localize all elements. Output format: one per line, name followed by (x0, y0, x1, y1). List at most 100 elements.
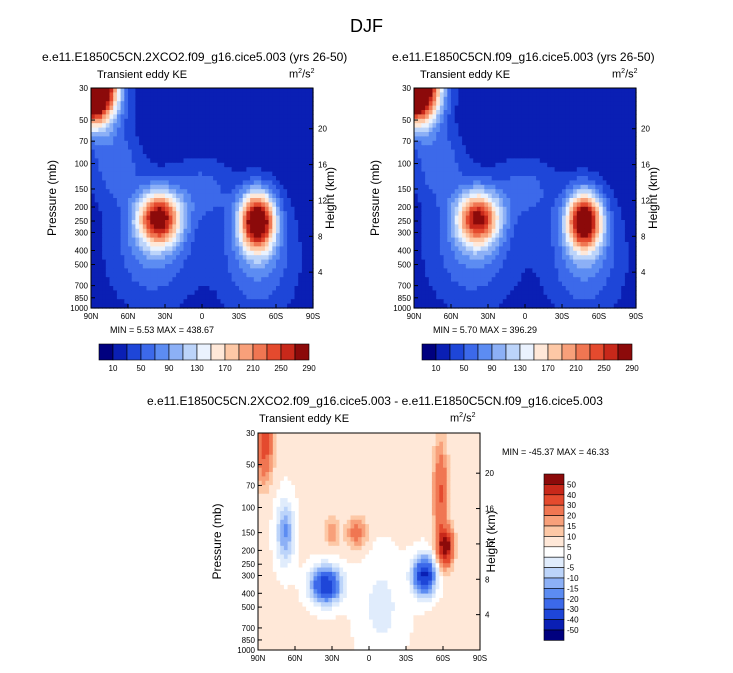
field-cell (135, 211, 140, 217)
field-cell (502, 171, 508, 177)
colorbar-swatch (266, 343, 282, 361)
field-cell (301, 127, 307, 133)
field-cell (539, 132, 545, 137)
field-cell (276, 228, 281, 234)
field-cell (451, 149, 456, 155)
field-cell (157, 171, 162, 177)
field-cell (476, 180, 482, 186)
field-cell (294, 110, 299, 115)
field-cell (298, 158, 303, 164)
field-cell (202, 290, 207, 296)
field-cell (131, 277, 136, 283)
field-cell (198, 88, 203, 93)
field-cell (458, 149, 463, 155)
field-cell (488, 198, 493, 203)
field-cell (443, 140, 448, 146)
field-cell (287, 259, 292, 265)
field-cell (439, 189, 445, 195)
field-cell (161, 114, 166, 120)
field-cell (279, 101, 284, 107)
field-cell (309, 114, 314, 120)
field-cell (462, 202, 467, 208)
field-cell (421, 114, 426, 120)
field-cell (261, 180, 266, 186)
field-cell (257, 246, 262, 252)
field-cell (543, 123, 548, 129)
field-cell (632, 220, 637, 225)
field-cell (573, 220, 578, 225)
field-cell (276, 233, 281, 239)
field-cell (621, 220, 626, 225)
field-cell (309, 176, 314, 181)
field-cell (116, 202, 122, 208)
field-cell (283, 145, 288, 151)
field-cell (227, 228, 233, 234)
field-cell (179, 237, 185, 243)
field-cell (231, 286, 236, 291)
field-cell (305, 180, 310, 186)
field-cell (153, 88, 159, 93)
field-cell (595, 171, 600, 177)
field-cell (428, 193, 434, 199)
field-cell (91, 246, 96, 252)
field-cell (599, 171, 604, 177)
field-cell (436, 184, 441, 190)
field-cell (454, 92, 459, 98)
field-cell (554, 154, 559, 159)
field-cell (276, 123, 281, 129)
field-cell (246, 286, 251, 291)
field-cell (573, 105, 578, 111)
field-cell (602, 132, 607, 137)
field-cell (250, 259, 255, 265)
field-cell (580, 220, 585, 225)
field-cell (261, 189, 266, 195)
field-cell (142, 281, 148, 287)
field-cell (469, 149, 474, 155)
field-cell (591, 180, 596, 186)
field-cell (587, 184, 593, 190)
field-cell (224, 101, 229, 107)
field-cell (447, 176, 452, 181)
field-cell (264, 140, 270, 146)
field-cell (421, 140, 426, 146)
field-cell (190, 193, 196, 199)
field-cell (469, 118, 474, 124)
field-cell (202, 198, 207, 203)
field-cell (513, 167, 519, 173)
field-cell (569, 96, 574, 102)
field-cell (432, 211, 437, 217)
field-cell (250, 149, 255, 155)
field-cell (513, 154, 519, 159)
field-cell (120, 206, 125, 212)
field-cell (246, 184, 251, 190)
field-cell (298, 268, 303, 274)
field-cell (168, 92, 173, 98)
field-cell (305, 136, 310, 142)
field-cell (290, 180, 296, 186)
field-cell (128, 290, 133, 296)
field-cell (250, 145, 255, 151)
field-cell (94, 211, 99, 217)
field-cell (569, 171, 574, 177)
field-cell (91, 176, 96, 181)
field-cell (547, 184, 552, 190)
colorbar-swatch (252, 343, 268, 361)
field-cell (543, 96, 548, 102)
field-cell (443, 136, 448, 142)
field-cell (109, 281, 114, 287)
field-cell (454, 105, 459, 111)
field-cell (213, 123, 218, 129)
field-cell (454, 132, 459, 137)
field-cell (120, 193, 125, 199)
field-cell (142, 145, 148, 151)
field-cell (131, 127, 136, 133)
field-cell (220, 233, 225, 239)
field-cell (287, 215, 292, 221)
field-cell (165, 206, 170, 212)
field-cell (451, 145, 456, 151)
field-cell (491, 96, 496, 102)
field-cell (488, 215, 493, 221)
field-cell (202, 145, 207, 151)
field-cell (224, 228, 229, 234)
field-cell (599, 224, 604, 230)
